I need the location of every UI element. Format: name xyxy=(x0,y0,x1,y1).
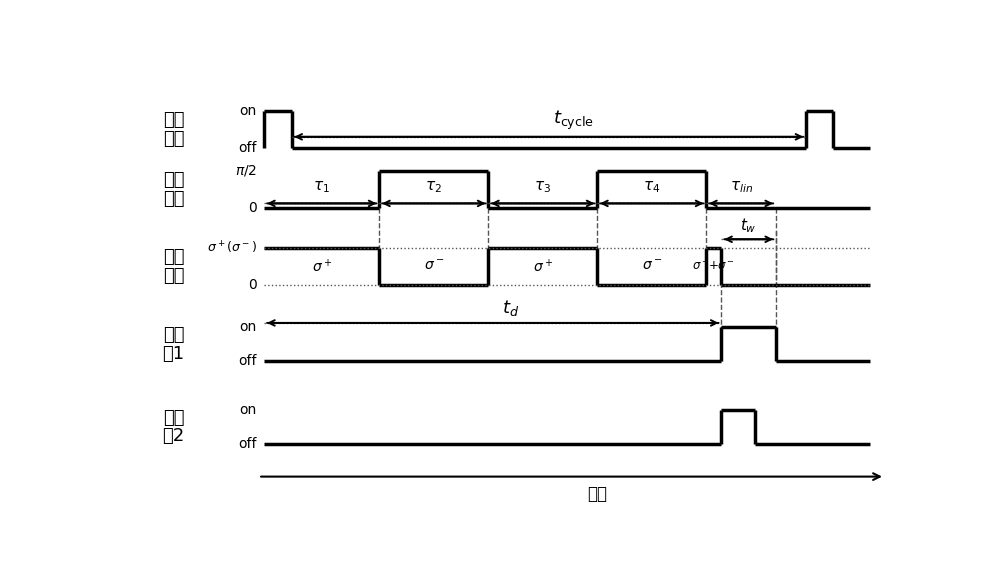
Text: $\sigma^-$: $\sigma^-$ xyxy=(424,259,444,273)
Text: 相位: 相位 xyxy=(163,171,184,189)
Text: $\pi/2$: $\pi/2$ xyxy=(235,163,257,179)
Text: $t_d$: $t_d$ xyxy=(502,298,520,318)
Text: 0: 0 xyxy=(248,278,257,292)
Text: $t_w$: $t_w$ xyxy=(740,216,757,235)
Text: $\tau_1$: $\tau_1$ xyxy=(313,179,330,195)
Text: $\sigma^-$: $\sigma^-$ xyxy=(642,259,662,273)
Text: off: off xyxy=(238,141,257,155)
Text: 器1: 器1 xyxy=(162,345,184,363)
Text: $\tau_2$: $\tau_2$ xyxy=(425,179,442,195)
Text: on: on xyxy=(240,104,257,118)
Text: 调制: 调制 xyxy=(163,190,184,208)
Text: 频率: 频率 xyxy=(163,111,184,129)
Text: off: off xyxy=(238,355,257,368)
Text: $\sigma^+$: $\sigma^+$ xyxy=(533,258,553,275)
Text: 探测: 探测 xyxy=(163,326,184,344)
Text: on: on xyxy=(240,320,257,334)
Text: $\sigma^+$: $\sigma^+$ xyxy=(312,258,332,275)
Text: 偏振: 偏振 xyxy=(163,248,184,266)
Text: off: off xyxy=(238,437,257,451)
Text: $\sigma^+(\sigma^-)$: $\sigma^+(\sigma^-)$ xyxy=(207,240,257,256)
Text: 调制: 调制 xyxy=(163,267,184,284)
Text: 器2: 器2 xyxy=(162,428,185,445)
Text: $t_{\rm cycle}$: $t_{\rm cycle}$ xyxy=(553,108,594,132)
Text: on: on xyxy=(240,403,257,417)
Text: 触发: 触发 xyxy=(163,130,184,148)
Text: $\tau_3$: $\tau_3$ xyxy=(534,179,551,195)
Text: 探测: 探测 xyxy=(163,409,184,427)
Text: 时间: 时间 xyxy=(587,485,607,503)
Text: $\tau_{lin}$: $\tau_{lin}$ xyxy=(730,179,753,195)
Text: $\sigma^+\!\!+\!\!\sigma^-$: $\sigma^+\!\!+\!\!\sigma^-$ xyxy=(692,259,735,274)
Text: 0: 0 xyxy=(248,200,257,215)
Text: $\tau_4$: $\tau_4$ xyxy=(643,179,660,195)
